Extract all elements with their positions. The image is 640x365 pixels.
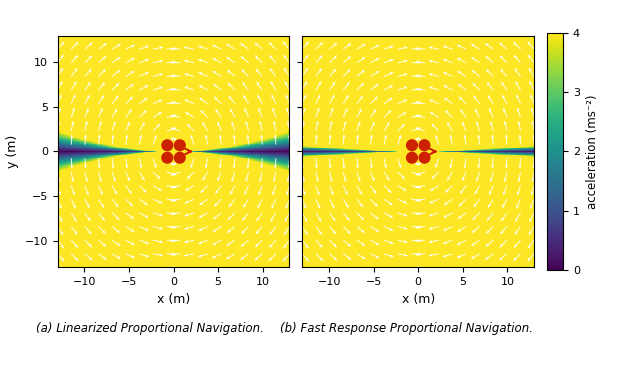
Circle shape (162, 140, 173, 151)
Circle shape (175, 152, 185, 163)
X-axis label: x (m): x (m) (402, 293, 435, 306)
Y-axis label: acceleration (ms⁻²): acceleration (ms⁻²) (586, 94, 598, 209)
Circle shape (406, 140, 417, 151)
Circle shape (175, 140, 185, 151)
Circle shape (419, 152, 430, 163)
Circle shape (406, 152, 417, 163)
Text: (b) Fast Response Proportional Navigation.: (b) Fast Response Proportional Navigatio… (280, 322, 533, 335)
X-axis label: x (m): x (m) (157, 293, 190, 306)
Circle shape (162, 152, 173, 163)
Y-axis label: y (m): y (m) (6, 135, 19, 168)
Text: (a) Linearized Proportional Navigation.: (a) Linearized Proportional Navigation. (36, 322, 264, 335)
Circle shape (419, 140, 430, 151)
